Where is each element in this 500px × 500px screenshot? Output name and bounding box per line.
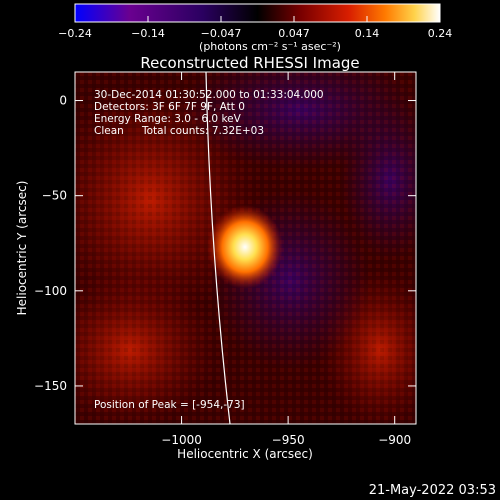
y-tick-label: −100 (34, 284, 67, 298)
colorbar-tick-label: 0.24 (428, 27, 453, 40)
x-tick-label: −900 (378, 433, 411, 447)
annotation-detectors: Detectors: 3F 6F 7F 9F, Att 0 (94, 101, 245, 113)
y-axis-ticks: 0 −50 −100 −150 (34, 94, 416, 393)
annotation-algorithm: Clean (94, 125, 124, 137)
peak-source (207, 205, 283, 289)
annotation-energy: Energy Range: 3.0 - 6.0 keV (94, 113, 242, 125)
colorbar-tick-label: −0.047 (201, 27, 242, 40)
chart-title: Reconstructed RHESSI Image (140, 54, 359, 72)
plot-frame (74, 71, 417, 425)
colorbar-unit-label: (photons cm⁻² s⁻¹ asec⁻²) (199, 40, 341, 53)
x-axis-label: Heliocentric X (arcsec) (177, 447, 313, 461)
solar-limb-line (205, 72, 231, 424)
x-tick-label: −1000 (161, 433, 202, 447)
y-tick-label: −150 (34, 379, 67, 393)
colorbar-tick-label: −0.24 (58, 27, 92, 40)
annotation-total-counts: Total counts: 7.32E+03 (141, 125, 264, 137)
colorbar-tick-label: 0.047 (278, 27, 310, 40)
colorbar (74, 3, 441, 23)
y-tick-label: −50 (42, 189, 67, 203)
footer-date: 21-May-2022 03:53 (369, 483, 496, 498)
heatmap-image (75, 72, 416, 424)
x-tick-label: −950 (272, 433, 305, 447)
annotation-peak-position: Position of Peak = [-954,-73] (94, 399, 245, 411)
colorbar-ticks: −0.24 −0.14 −0.047 0.047 0.14 0.24 (58, 16, 452, 40)
x-axis-ticks: −1000 −950 −900 (161, 72, 411, 447)
y-tick-label: 0 (59, 94, 67, 108)
y-axis-label: Heliocentric Y (arcsec) (15, 181, 29, 316)
colorbar-tick-label: 0.14 (355, 27, 380, 40)
colorbar-tick-label: −0.14 (131, 27, 165, 40)
annotation-time: 30-Dec-2014 01:30:52.000 to 01:33:04.000 (94, 89, 324, 101)
